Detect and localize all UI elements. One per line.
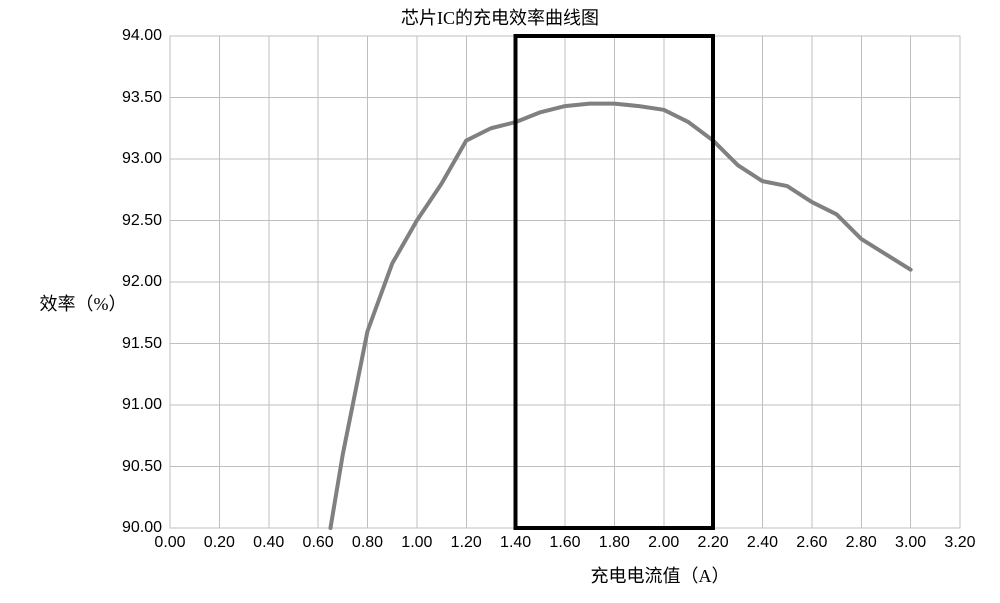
y-tick-label: 91.00 [122, 396, 170, 414]
x-tick-label: 3.20 [944, 528, 975, 552]
y-axis-label: 效率（%） [28, 290, 138, 316]
x-tick-label: 1.40 [500, 528, 531, 552]
y-tick-label: 92.50 [122, 212, 170, 230]
y-tick-label: 93.00 [122, 150, 170, 168]
chart-container: 芯片IC的充电效率曲线图 效率（%） 充电电流值（A） 90.0090.5091… [0, 0, 1000, 603]
x-tick-label: 2.00 [648, 528, 679, 552]
x-axis-label: 充电电流值（A） [530, 562, 790, 588]
x-tick-label: 1.80 [599, 528, 630, 552]
x-tick-label: 0.60 [303, 528, 334, 552]
x-tick-label: 2.40 [747, 528, 778, 552]
x-tick-label: 0.20 [204, 528, 235, 552]
x-tick-label: 2.60 [796, 528, 827, 552]
y-tick-label: 90.50 [122, 458, 170, 476]
plot-area: 90.0090.5091.0091.5092.0092.5093.0093.50… [170, 36, 960, 528]
plot-svg [170, 36, 960, 528]
x-tick-label: 1.20 [451, 528, 482, 552]
y-tick-label: 92.00 [122, 273, 170, 291]
y-tick-label: 93.50 [122, 89, 170, 107]
x-tick-label: 3.00 [895, 528, 926, 552]
x-tick-label: 1.60 [549, 528, 580, 552]
x-tick-label: 1.00 [401, 528, 432, 552]
y-tick-label: 94.00 [122, 27, 170, 45]
x-tick-label: 2.80 [846, 528, 877, 552]
x-tick-label: 0.40 [253, 528, 284, 552]
x-tick-label: 0.00 [154, 528, 185, 552]
x-tick-label: 0.80 [352, 528, 383, 552]
x-tick-label: 2.20 [698, 528, 729, 552]
y-tick-label: 91.50 [122, 335, 170, 353]
